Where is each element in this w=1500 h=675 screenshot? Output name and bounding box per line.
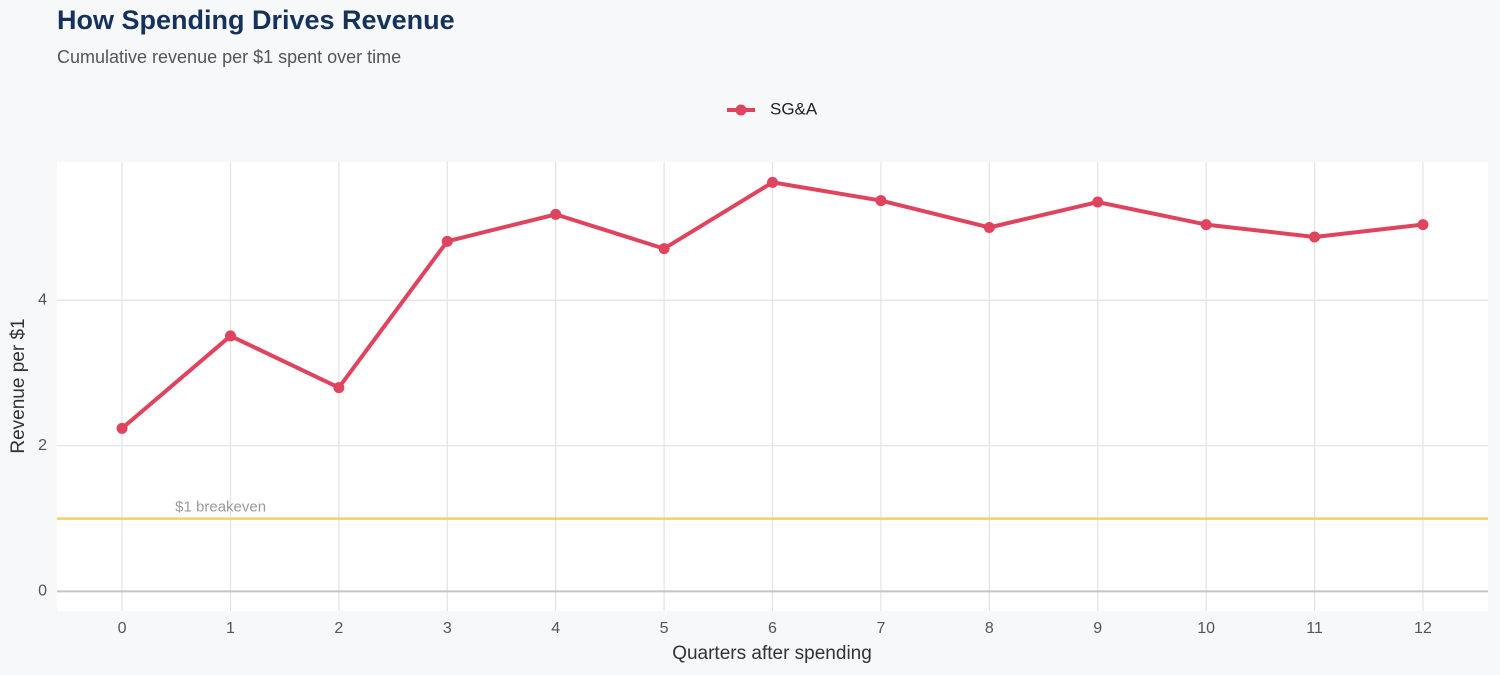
x-tick-label: 7 (876, 620, 885, 637)
data-point (1092, 196, 1104, 208)
data-point (983, 221, 995, 233)
data-point (333, 382, 345, 394)
chart-subtitle: Cumulative revenue per $1 spent over tim… (57, 47, 401, 67)
x-tick-label: 10 (1197, 620, 1215, 637)
x-tick-label: 5 (660, 620, 669, 637)
data-point (116, 422, 128, 434)
data-point (875, 195, 887, 207)
x-tick-label: 11 (1306, 620, 1323, 637)
y-axis-label: Revenue per $1 (8, 318, 29, 453)
chart-title: How Spending Drives Revenue (57, 5, 455, 35)
y-tick-label: 4 (38, 291, 47, 308)
x-tick-label: 2 (334, 620, 343, 637)
x-tick-label: 3 (443, 620, 452, 637)
data-point (1200, 219, 1212, 231)
x-tick-label: 12 (1414, 620, 1432, 637)
y-tick-label: 0 (38, 583, 47, 600)
x-tick-label: 9 (1093, 620, 1102, 637)
x-axis-label: Quarters after spending (672, 643, 872, 664)
data-point (1309, 231, 1321, 243)
y-tick-label: 2 (38, 437, 47, 454)
x-tick-label: 6 (768, 620, 777, 637)
reference-label: $1 breakeven (175, 499, 266, 516)
data-point (441, 235, 453, 247)
data-point (550, 208, 562, 220)
x-tick-label: 1 (226, 620, 235, 637)
legend-marker (735, 104, 747, 116)
data-point (1417, 219, 1429, 231)
x-tick-label: 0 (118, 620, 127, 637)
x-tick-label: 8 (985, 620, 994, 637)
legend-label: SG&A (770, 99, 818, 118)
data-point (767, 176, 778, 188)
data-point (224, 330, 236, 342)
data-point (658, 243, 670, 255)
x-tick-label: 4 (551, 620, 560, 637)
